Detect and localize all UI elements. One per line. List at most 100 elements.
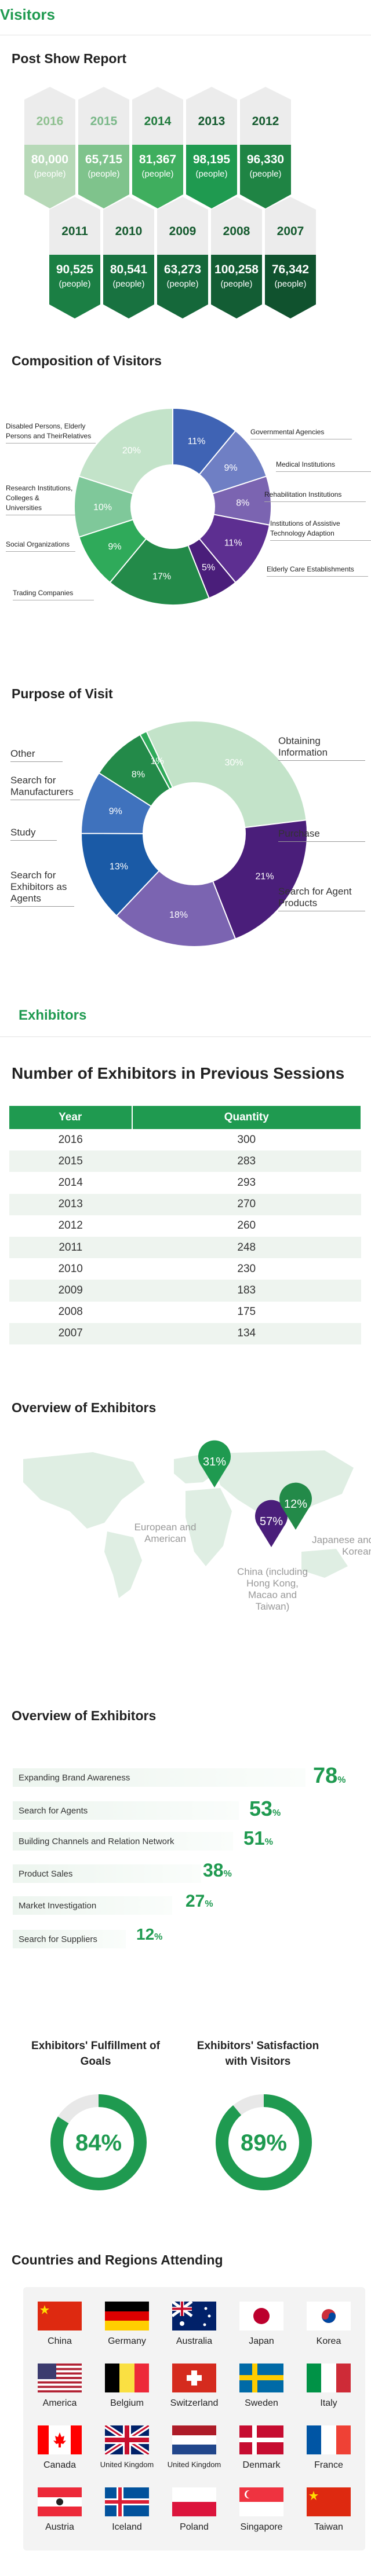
flag-emblem xyxy=(322,2313,336,2323)
composition-label-right: Governmental Agencies xyxy=(250,427,352,439)
belgium-flag-icon xyxy=(105,2364,149,2392)
quantity-cell: 283 xyxy=(132,1150,361,1172)
slice-label: 10% xyxy=(93,503,112,512)
continent-shape xyxy=(104,1531,142,1598)
uk-flag-icon xyxy=(105,2425,149,2454)
bar-unit: % xyxy=(337,1775,346,1785)
italy-flag-icon xyxy=(307,2364,351,2392)
map-pin xyxy=(255,1500,288,1547)
country-name: Austria xyxy=(45,2522,74,2532)
composition-label-right: Institutions of Assistive Technology Ada… xyxy=(270,519,371,541)
quantity-cell: 248 xyxy=(132,1236,361,1259)
slice-label: 13% xyxy=(110,862,128,872)
year-cell: 2012 xyxy=(58,1219,83,1232)
country-item: Korea xyxy=(295,2302,362,2347)
quantity-cell: 270 xyxy=(132,1193,361,1215)
flag-stripe xyxy=(38,2372,82,2375)
year-hexagon: 2009 63,273 (people) xyxy=(157,197,208,324)
slice-label: 21% xyxy=(256,871,274,881)
ring-percent: 84% xyxy=(75,2130,122,2156)
visitor-unit: (people) xyxy=(220,279,253,289)
composition-label-right: Elderly Care Establishments xyxy=(267,565,368,577)
flag-box xyxy=(239,2425,283,2454)
flag-box xyxy=(307,2364,351,2392)
flag-stripe xyxy=(38,2375,82,2377)
overview-bar: Search for Suppliers xyxy=(13,1930,126,1948)
flag-box xyxy=(38,2487,82,2516)
ring-progress xyxy=(50,2094,147,2190)
flag-box xyxy=(105,2487,149,2516)
slice-label: 11% xyxy=(224,538,242,548)
flag-stripe xyxy=(38,2368,82,2370)
year-cell: 2011 xyxy=(9,1236,132,1259)
flag-stripe xyxy=(336,2425,351,2454)
country-item: America xyxy=(26,2364,93,2409)
bar-unit: % xyxy=(264,1837,273,1847)
flag-emblem xyxy=(204,2307,208,2310)
slice-label: 9% xyxy=(108,542,121,552)
year-cell: 2010 xyxy=(58,1262,83,1275)
pin-label: European and American xyxy=(134,1522,197,1544)
divider xyxy=(0,1036,371,1037)
purpose-chart: 30% 21% 18% 13% 9% 8% 1% Other Search for Manufa… xyxy=(0,718,371,950)
composition-label-left: Research Institutions, Colleges & Univer… xyxy=(6,483,75,515)
flag-box xyxy=(239,2302,283,2331)
denmark-flag-icon xyxy=(239,2425,283,2454)
table-row: 2015 283 xyxy=(9,1150,361,1172)
visitor-count: 98,195 xyxy=(192,153,231,166)
flag-stripe xyxy=(336,2364,351,2392)
country-item: Italy xyxy=(295,2364,362,2409)
country-name: France xyxy=(314,2460,343,2470)
hexagon-bottom: 90,525 (people) xyxy=(49,255,100,318)
slice-label: 30% xyxy=(225,758,243,768)
country-item: United Kingdom xyxy=(93,2425,161,2469)
pie-slice xyxy=(78,407,173,495)
map-svg: 31% 57%12% xyxy=(23,1440,354,1598)
flag-emblem xyxy=(253,2308,270,2324)
flag-stripe xyxy=(172,2445,216,2454)
hexagon-top xyxy=(78,87,129,145)
hexagon-year: 2007 xyxy=(277,225,304,238)
bar-value: 38 xyxy=(203,1860,224,1881)
flag-stripe xyxy=(307,2425,321,2454)
hexagon-bottom: 81,367 (people) xyxy=(132,145,183,208)
flag-box xyxy=(105,2302,149,2331)
bar-value: 27 xyxy=(186,1892,205,1911)
hexagon-year: 2011 xyxy=(61,225,88,238)
flag-stripe xyxy=(239,2502,283,2516)
bar-unit: % xyxy=(205,1899,213,1909)
country-item: Japan xyxy=(228,2302,295,2347)
flag-star xyxy=(40,2305,49,2314)
flag-stripe xyxy=(38,2370,82,2373)
hexagon-top xyxy=(240,87,291,145)
country-item: Sweden xyxy=(228,2364,295,2409)
pie-slice xyxy=(212,819,308,940)
slice-label: 11% xyxy=(188,437,206,446)
flag-stripe xyxy=(38,2507,82,2516)
hexagon-top xyxy=(132,87,183,145)
hexagon-bottom: 65,715 (people) xyxy=(78,145,129,208)
table-row: 2009 183 xyxy=(9,1280,361,1302)
flag-stripe xyxy=(134,2364,149,2392)
hexagon-top xyxy=(157,197,208,255)
year-cell: 2009 xyxy=(9,1280,132,1302)
table-row: 2012 260 xyxy=(9,1215,361,1237)
flag-stripe xyxy=(172,2487,216,2502)
hexagon-top xyxy=(103,197,154,255)
hexagon-top xyxy=(265,197,316,255)
sessions-title: Number of Exhibitors in Previous Session… xyxy=(12,1064,345,1082)
flag-box xyxy=(105,2425,149,2454)
purpose-label-left: Study xyxy=(10,827,57,841)
netherlands-flag-icon xyxy=(172,2425,216,2454)
japan-flag-icon xyxy=(239,2302,283,2331)
slice-label: 18% xyxy=(169,910,188,920)
quantity-cell: 175 xyxy=(237,1306,256,1318)
flag-stripe xyxy=(172,2502,216,2516)
purpose-svg: 30% 21% 18% 13% 9% 8% 1% xyxy=(80,720,308,947)
visitor-count: 76,342 xyxy=(271,263,310,276)
hexagon-bottom: 98,195 (people) xyxy=(186,145,237,208)
purpose-label-left: Other xyxy=(10,748,63,762)
pie-slice xyxy=(146,720,307,829)
country-name: Sweden xyxy=(245,2398,278,2408)
